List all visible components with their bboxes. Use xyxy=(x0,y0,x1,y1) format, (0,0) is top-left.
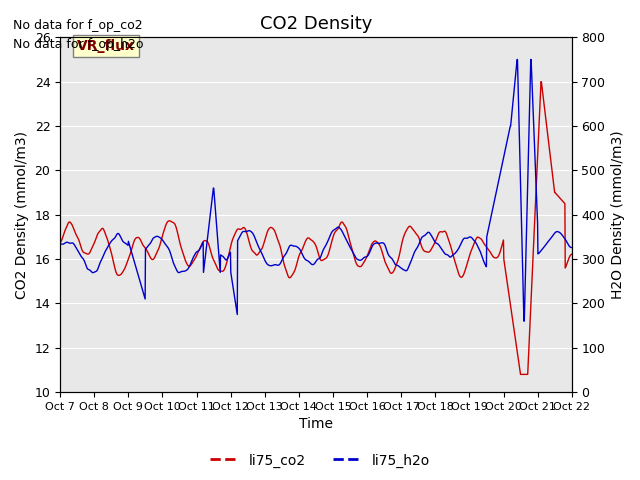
Legend: li75_co2, li75_h2o: li75_co2, li75_h2o xyxy=(204,448,436,473)
li75_h2o xyxy=(520,318,528,324)
Y-axis label: CO2 Density (mmol/m3): CO2 Density (mmol/m3) xyxy=(15,131,29,299)
li75_h2o xyxy=(96,261,104,266)
Text: No data for f_op_h2o: No data for f_op_h2o xyxy=(13,38,143,51)
Text: No data for f_op_co2: No data for f_op_co2 xyxy=(13,19,143,32)
li75_co2 xyxy=(293,260,301,266)
Text: VR_flux: VR_flux xyxy=(77,39,135,53)
X-axis label: Time: Time xyxy=(299,418,333,432)
li75_co2 xyxy=(116,272,124,277)
li75_co2 xyxy=(56,240,64,245)
li75_h2o xyxy=(284,247,292,253)
Line: li75_h2o: li75_h2o xyxy=(60,60,572,321)
li75_co2 xyxy=(348,243,355,249)
Y-axis label: H2O Density (mmol/m3): H2O Density (mmol/m3) xyxy=(611,131,625,299)
li75_h2o xyxy=(116,234,124,240)
li75_h2o xyxy=(273,262,281,268)
Line: li75_co2: li75_co2 xyxy=(60,82,572,374)
li75_h2o xyxy=(348,247,355,252)
li75_h2o xyxy=(293,244,301,250)
li75_co2 xyxy=(516,372,524,377)
li75_h2o xyxy=(513,57,521,62)
li75_h2o xyxy=(568,245,575,251)
Title: CO2 Density: CO2 Density xyxy=(260,15,372,33)
li75_co2 xyxy=(537,79,545,84)
li75_co2 xyxy=(96,228,104,234)
li75_co2 xyxy=(568,252,575,257)
li75_co2 xyxy=(284,273,292,278)
li75_h2o xyxy=(56,241,64,247)
li75_co2 xyxy=(273,235,281,241)
